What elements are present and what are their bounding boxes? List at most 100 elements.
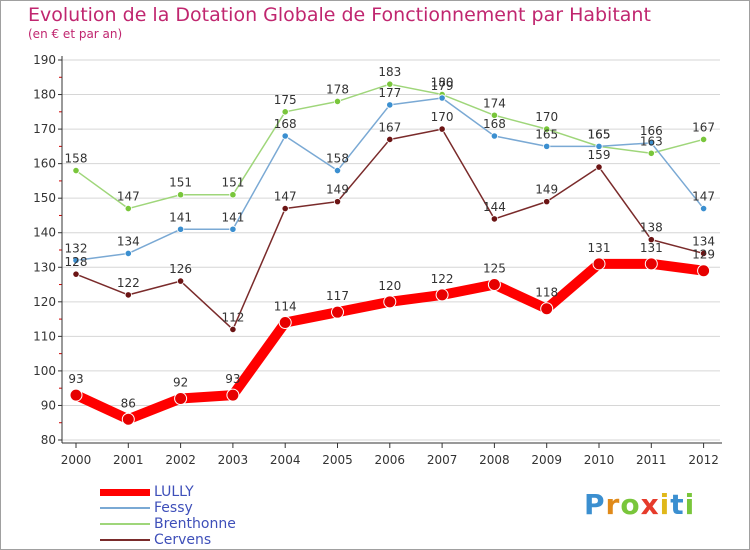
x-tick-label: 2001	[113, 453, 144, 467]
data-label-cervens: 126	[169, 262, 192, 276]
y-tick-label: 180	[33, 88, 56, 102]
data-point-fessy	[490, 132, 498, 140]
data-point-brenthonne	[647, 149, 655, 157]
data-label-brenthonne: 180	[431, 76, 454, 90]
data-point-fessy	[438, 94, 446, 102]
x-tick-label: 2003	[218, 453, 249, 467]
logo-letter: P	[584, 488, 606, 521]
data-label-fessy: 134	[117, 234, 140, 248]
proxiti-logo: Proxiti	[584, 488, 695, 521]
data-label-lully: 131	[588, 241, 611, 255]
data-point-brenthonne	[699, 135, 708, 144]
data-label-brenthonne: 151	[169, 176, 192, 190]
data-label-lully: 93	[225, 372, 240, 386]
y-tick-label: 110	[33, 329, 56, 343]
data-point-fessy	[647, 139, 655, 147]
x-tick-label: 2005	[322, 453, 353, 467]
x-tick-label: 2008	[479, 453, 510, 467]
chart-subtitle: (en € et par an)	[28, 27, 123, 41]
legend-swatch	[100, 539, 150, 541]
data-label-lully: 129	[692, 248, 715, 262]
data-label-brenthonne: 151	[221, 176, 244, 190]
data-point-cervens	[490, 215, 498, 223]
data-point-brenthonne	[333, 97, 342, 106]
data-point-cervens	[333, 198, 342, 206]
data-label-lully: 122	[431, 272, 454, 286]
legend-swatch	[100, 507, 150, 509]
data-point-fessy	[72, 256, 80, 264]
data-label-brenthonne: 175	[274, 93, 297, 107]
x-tick-label: 2004	[270, 453, 301, 467]
data-label-fessy: 168	[483, 117, 506, 131]
legend-swatch	[100, 489, 150, 496]
legend-label: Fessy	[154, 500, 193, 516]
logo-letter: t	[670, 488, 685, 521]
data-point-lully	[540, 302, 554, 316]
x-tick-label: 2009	[531, 453, 562, 467]
y-tick-label: 100	[33, 364, 56, 378]
data-point-cervens	[281, 204, 289, 213]
data-label-cervens: 112	[221, 310, 244, 324]
data-point-cervens	[647, 236, 655, 244]
data-point-lully	[226, 388, 240, 402]
data-label-brenthonne: 178	[326, 82, 349, 96]
data-label-fessy: 132	[65, 241, 88, 255]
x-tick-label: 2002	[165, 453, 196, 467]
x-tick-label: 2007	[427, 453, 458, 467]
x-tick-label: 2011	[636, 453, 667, 467]
data-label-lully: 131	[640, 241, 663, 255]
data-label-fessy: 179	[431, 79, 454, 93]
data-point-brenthonne	[543, 125, 551, 133]
data-point-fessy	[595, 142, 603, 150]
data-point-fessy	[386, 101, 394, 109]
data-point-brenthonne	[72, 166, 80, 175]
data-label-cervens: 170	[431, 110, 454, 124]
data-label-fessy: 141	[221, 210, 244, 224]
data-label-cervens: 122	[117, 276, 140, 290]
data-point-fessy	[177, 225, 185, 233]
x-tick-label: 2000	[61, 453, 92, 467]
data-point-brenthonne	[124, 204, 132, 213]
y-tick-label: 190	[33, 53, 56, 67]
data-label-fessy: 168	[274, 117, 297, 131]
legend-label: Cervens	[154, 532, 212, 548]
logo-letter: i	[684, 488, 696, 521]
data-point-lully	[487, 278, 501, 292]
y-tick-label: 80	[41, 433, 56, 447]
logo-letter: x	[640, 488, 660, 521]
data-point-cervens	[124, 291, 132, 299]
data-label-brenthonne: 165	[588, 127, 611, 141]
data-label-fessy: 166	[640, 124, 663, 138]
data-point-fessy	[699, 204, 708, 213]
data-label-brenthonne: 174	[483, 96, 506, 110]
data-point-lully	[121, 412, 135, 426]
data-point-brenthonne	[281, 108, 289, 116]
logo-letter: i	[659, 488, 671, 521]
y-tick-label: 140	[33, 226, 56, 240]
data-point-cervens	[438, 125, 446, 133]
data-point-fessy	[124, 249, 132, 258]
legend-swatch	[100, 523, 150, 525]
data-point-lully	[592, 257, 606, 271]
data-label-brenthonne: 183	[378, 65, 401, 79]
data-point-cervens	[699, 249, 708, 258]
data-label-cervens: 128	[65, 255, 88, 269]
data-point-brenthonne	[229, 191, 237, 199]
data-label-cervens: 149	[535, 183, 558, 197]
data-point-brenthonne	[386, 80, 394, 88]
data-point-brenthonne	[177, 191, 185, 199]
x-tick-label: 2006	[375, 453, 406, 467]
data-label-cervens: 159	[588, 148, 611, 162]
data-label-lully: 114	[274, 300, 297, 314]
data-label-fessy: 141	[169, 210, 192, 224]
legend-label: LULLY	[154, 484, 194, 500]
data-label-lully: 92	[173, 376, 188, 390]
data-point-lully	[69, 388, 83, 402]
y-tick-label: 120	[33, 295, 56, 309]
data-label-lully: 117	[326, 289, 349, 303]
chart-title: Evolution de la Dotation Globale de Fonc…	[28, 4, 651, 26]
data-label-cervens: 134	[692, 234, 715, 248]
data-label-brenthonne: 158	[65, 152, 88, 166]
y-tick-label: 150	[33, 191, 56, 205]
